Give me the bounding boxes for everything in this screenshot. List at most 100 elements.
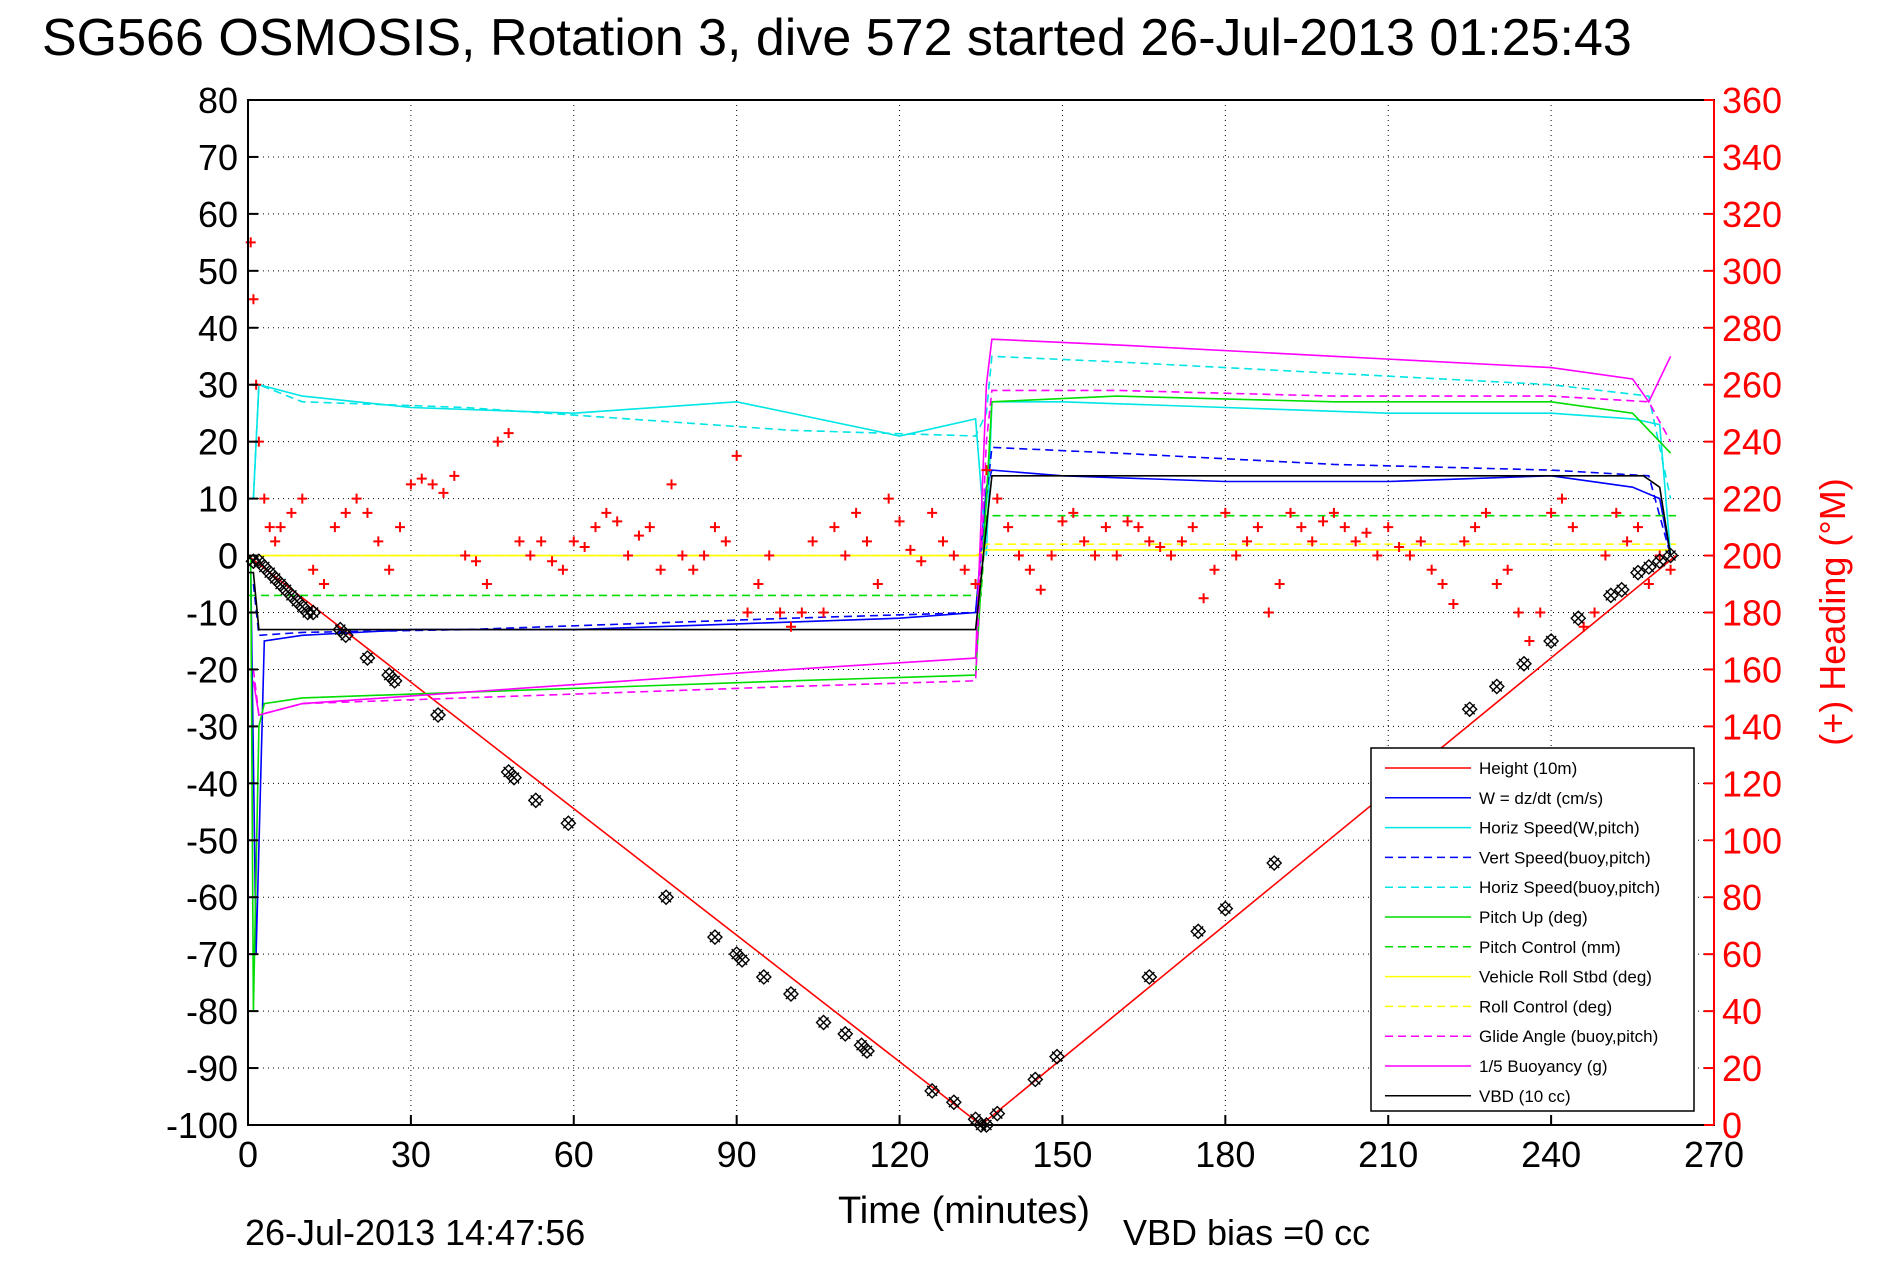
heading-point (329, 522, 340, 533)
heading-point (1339, 522, 1350, 533)
depth-marker (782, 986, 799, 1003)
heading-point (1350, 536, 1361, 547)
left-tick-label: -50 (186, 820, 238, 861)
series-line (248, 514, 1676, 597)
heading-point (927, 507, 938, 518)
heading-point (916, 556, 927, 567)
heading-point (970, 579, 981, 590)
heading-point (992, 493, 1003, 504)
x-tick-label: 120 (870, 1134, 930, 1175)
heading-point (655, 564, 666, 575)
heading-point (1524, 635, 1535, 646)
depth-marker (1570, 610, 1587, 627)
heading-point (1448, 598, 1459, 609)
right-tick-label: 220 (1722, 479, 1782, 520)
heading-point (1578, 621, 1589, 632)
heading-point (384, 564, 395, 575)
heading-point (1220, 507, 1231, 518)
heading-point (1567, 522, 1578, 533)
heading-point (1502, 564, 1513, 575)
heading-point (601, 507, 612, 518)
right-tick-label: 340 (1722, 137, 1782, 178)
right-tick-label: 180 (1722, 593, 1782, 634)
heading-point (623, 550, 634, 561)
depth-marker (1049, 1048, 1065, 1065)
right-tick-label: 300 (1722, 251, 1782, 292)
legend-label: Glide Angle (buoy,pitch) (1479, 1027, 1658, 1046)
heading-point (1632, 522, 1643, 533)
heading-point (1014, 550, 1025, 561)
heading-point (677, 550, 688, 561)
heading-point (633, 530, 644, 541)
heading-point (1111, 550, 1122, 561)
heading-point (1404, 550, 1415, 561)
left-tick-label: -10 (186, 593, 238, 634)
depth-marker (1651, 553, 1668, 570)
x-axis-label: Time (minutes) (838, 1190, 1090, 1232)
heading-point (405, 479, 416, 490)
heading-point (959, 564, 970, 575)
heading-point (948, 550, 959, 561)
right-tick-label: 60 (1722, 934, 1762, 975)
left-tick-label: 20 (198, 422, 238, 463)
heading-point (1307, 536, 1318, 547)
x-tick-label: 150 (1032, 1134, 1092, 1175)
series-line (248, 543, 1676, 557)
legend-label: W = dz/dt (cm/s) (1479, 789, 1603, 808)
depth-markers (245, 547, 1679, 1133)
right-tick-label: 0 (1722, 1105, 1742, 1146)
series-line (252, 338, 1672, 716)
x-tick-label: 180 (1195, 1134, 1255, 1175)
chart-title: SG566 OSMOSIS, Rotation 3, dive 572 star… (42, 9, 1632, 67)
legend-label: 1/5 Buoyancy (g) (1479, 1057, 1608, 1076)
heading-point (1024, 564, 1035, 575)
heading-point (894, 516, 905, 527)
x-tick-label: 210 (1358, 1134, 1418, 1175)
left-tick-label: -70 (186, 934, 238, 975)
heading-point (1122, 516, 1133, 527)
right-tick-label: 280 (1722, 308, 1782, 349)
heading-point (351, 493, 362, 504)
heading-point (1155, 542, 1166, 553)
heading-point (851, 507, 862, 518)
legend-label: VBD (10 cc) (1479, 1087, 1571, 1106)
heading-point (981, 465, 992, 476)
heading-point (1643, 579, 1654, 590)
right-tick-label: 200 (1722, 536, 1782, 577)
heading-point (1209, 564, 1220, 575)
left-tick-label: 0 (218, 536, 238, 577)
depth-marker (989, 1105, 1006, 1122)
left-tick-label: -60 (186, 877, 238, 918)
x-tick-label: 270 (1684, 1134, 1744, 1175)
heading-point (481, 579, 492, 590)
legend-label: Pitch Control (mm) (1479, 938, 1621, 957)
depth-marker (1613, 581, 1630, 598)
left-tick-label: -100 (166, 1105, 238, 1146)
depth-marker (734, 951, 751, 968)
left-tick-label: -80 (186, 991, 238, 1032)
depth-marker (1266, 855, 1283, 872)
heading-point (1198, 593, 1209, 604)
left-tick-label: -40 (186, 763, 238, 804)
heading-point (1361, 527, 1372, 538)
heading-point (720, 536, 731, 547)
heading-point (818, 607, 829, 618)
heading-point (1100, 522, 1111, 533)
right-tick-label: 260 (1722, 365, 1782, 406)
heading-point (373, 536, 384, 547)
right-tick-label: 320 (1722, 194, 1782, 235)
depth-marker (299, 604, 316, 621)
heading-point (568, 536, 579, 547)
left-tick-label: 30 (198, 365, 238, 406)
left-tick-label: 70 (198, 137, 238, 178)
right-tick-label: 80 (1722, 877, 1762, 918)
heading-point (666, 479, 677, 490)
series-line (248, 549, 1671, 557)
series-line (252, 355, 1672, 499)
heading-point (1274, 579, 1285, 590)
right-tick-label: 100 (1722, 820, 1782, 861)
heading-point (612, 516, 623, 527)
right-tick-label: 140 (1722, 706, 1782, 747)
left-axis: 80 70 60 50 40 30 20 10 0 -10 -20 -30 -40 -50 -60 -70 -8… (166, 80, 258, 1146)
heading-point (1318, 516, 1329, 527)
